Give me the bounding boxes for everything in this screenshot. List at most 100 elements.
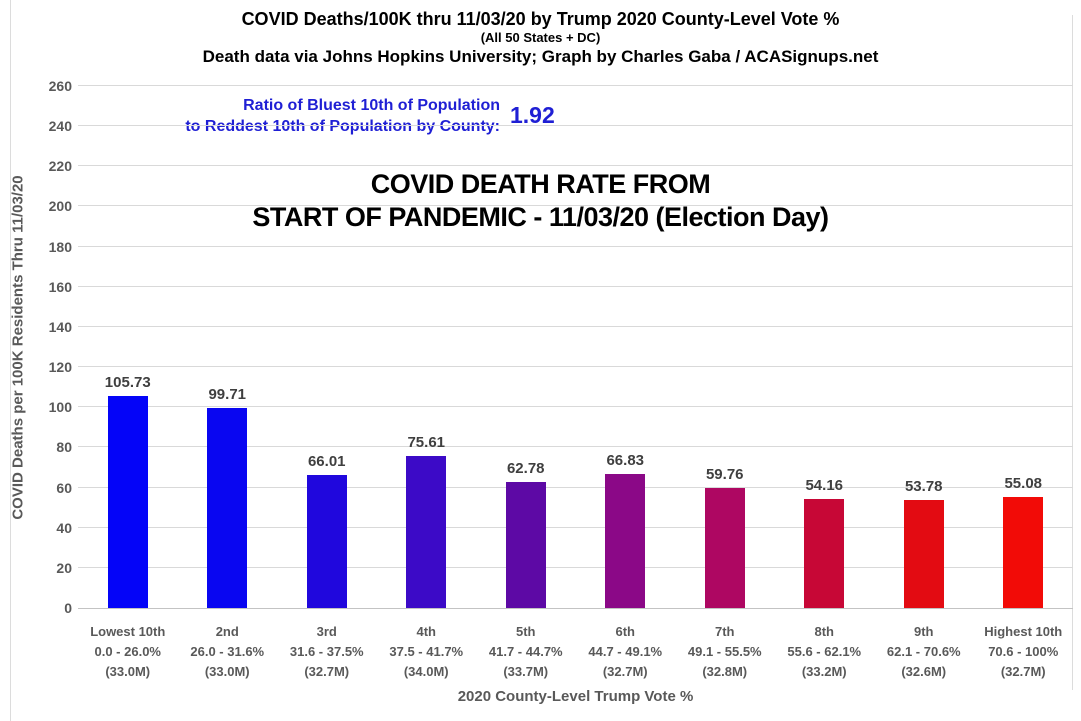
bar-slot: 66.83 — [576, 86, 676, 608]
bar-series: 105.73 99.71 66.01 75.61 62.78 66.83 59.76 54.1… — [78, 86, 1073, 608]
bar-value-label: 75.61 — [407, 434, 446, 452]
y-tick-label: 260 — [48, 78, 72, 94]
y-tick-label: 20 — [56, 559, 72, 576]
y-tick-label: 100 — [48, 399, 72, 416]
grid-line — [78, 325, 1073, 327]
grid-line — [78, 285, 1073, 287]
category-label-range: 0.0 - 26.0% — [94, 644, 162, 659]
y-tick-label: 160 — [48, 278, 72, 295]
bar — [505, 481, 546, 608]
grid-line — [78, 566, 1073, 568]
grid-line — [78, 125, 1073, 127]
category-label: 7th 49.1 - 55.5% (32.8M) — [675, 622, 775, 682]
category-label-range: 70.6 - 100% — [988, 644, 1059, 659]
bar — [107, 395, 148, 608]
y-tick-label: 40 — [56, 519, 72, 536]
bar-value-label: 59.76 — [705, 466, 744, 484]
category-label: Lowest 10th 0.0 - 26.0% (33.0M) — [78, 622, 178, 682]
ratio-value: 1.92 — [510, 102, 555, 128]
category-label-range: 37.5 - 41.7% — [389, 644, 464, 659]
category-label-range: 55.6 - 62.1% — [787, 644, 862, 659]
y-tick-label: 200 — [48, 198, 72, 215]
category-label-name: 2nd — [215, 624, 239, 639]
bar — [207, 407, 248, 608]
category-label-range: 31.6 - 37.5% — [289, 644, 364, 659]
bar-value-label: 53.78 — [904, 478, 943, 496]
bar-slot: 59.76 — [675, 86, 775, 608]
ratio-label-line2: to Reddest 10th of Population by County: — [185, 118, 500, 135]
y-tick-label: 60 — [56, 479, 72, 496]
y-tick-label: 80 — [56, 439, 72, 456]
grid-line — [78, 446, 1073, 448]
y-tick-label: 180 — [48, 238, 72, 255]
bar-slot: 75.61 — [377, 86, 477, 608]
x-axis-title: 2020 County-Level Trump Vote % — [457, 688, 694, 705]
worksheet-gridline-left — [10, 0, 11, 721]
category-label-name: Lowest 10th — [90, 624, 166, 639]
grid-line — [78, 245, 1073, 247]
grid-line — [78, 486, 1073, 488]
worksheet-gridline-right — [1072, 15, 1073, 690]
bar — [406, 456, 447, 608]
x-axis-category-labels: Lowest 10th 0.0 - 26.0% (33.0M) 2nd 26.0 - 3… — [78, 622, 1073, 682]
bar-value-label: 55.08 — [1004, 475, 1043, 493]
x-axis-line — [78, 608, 1073, 609]
bar — [1003, 497, 1044, 608]
headline-line1: COVID DEATH RATE FROM — [370, 169, 711, 199]
bar-slot: 53.78 — [874, 86, 974, 608]
category-label: 5th 41.7 - 44.7% (33.7M) — [476, 622, 576, 682]
category-label: 4th 37.5 - 41.7% (34.0M) — [377, 622, 477, 682]
bar-value-label: 66.83 — [606, 451, 645, 469]
ratio-label-line1: Ratio of Bluest 10th of Population — [243, 97, 500, 114]
y-tick-label: 140 — [48, 318, 72, 335]
category-label-range: 62.1 - 70.6% — [886, 644, 961, 659]
category-label-range: 26.0 - 31.6% — [190, 644, 265, 659]
category-label-range: 44.7 - 49.1% — [588, 644, 663, 659]
category-label: 8th 55.6 - 62.1% (33.2M) — [775, 622, 875, 682]
chart-header: COVID Deaths/100K thru 11/03/20 by Trump… — [0, 8, 1081, 69]
category-label-name: 7th — [715, 624, 735, 639]
y-tick-label: 120 — [48, 359, 72, 376]
category-label-population: (33.2M) — [801, 664, 847, 679]
category-label-population: (33.0M) — [105, 664, 151, 679]
bar — [306, 475, 347, 608]
bar-slot: 99.71 — [178, 86, 278, 608]
category-label-population: (32.7M) — [602, 664, 648, 679]
category-label-population: (33.7M) — [503, 664, 549, 679]
y-axis-ticks: 0 20 40 60 80 100 120 140 160 180 200 220 240 260 — [0, 0, 72, 721]
grid-line — [78, 526, 1073, 528]
grid-line — [78, 406, 1073, 408]
bar — [605, 473, 646, 608]
category-label-name: 3rd — [316, 624, 337, 639]
category-label: Highest 10th 70.6 - 100% (32.7M) — [974, 622, 1074, 682]
category-label-range: 41.7 - 44.7% — [488, 644, 563, 659]
category-label: 3rd 31.6 - 37.5% (32.7M) — [277, 622, 377, 682]
category-label-name: 4th — [416, 624, 437, 639]
bar-slot: 62.78 — [476, 86, 576, 608]
bar-slot: 105.73 — [78, 86, 178, 608]
category-label-name: 9th — [914, 624, 934, 639]
category-label-name: 5th — [516, 624, 536, 639]
grid-line — [78, 165, 1073, 167]
bar-slot: 54.16 — [775, 86, 875, 608]
grid-line — [78, 85, 1073, 86]
grid-line — [78, 205, 1073, 207]
category-label: 6th 44.7 - 49.1% (32.7M) — [576, 622, 676, 682]
category-label: 9th 62.1 - 70.6% (32.6M) — [874, 622, 974, 682]
bar-value-label: 105.73 — [104, 373, 151, 391]
category-label-range: 49.1 - 55.5% — [687, 644, 762, 659]
ratio-annotation: Ratio of Bluest 10th of Population to Re… — [0, 95, 500, 137]
bar-slot: 66.01 — [277, 86, 377, 608]
bar-slot: 55.08 — [974, 86, 1074, 608]
y-tick-label: 220 — [48, 158, 72, 175]
chart-subtitle: (All 50 States + DC) — [480, 30, 601, 45]
category-label-name: 6th — [615, 624, 636, 639]
category-label-population: (32.6M) — [901, 664, 947, 679]
chart-title: COVID Deaths/100K thru 11/03/20 by Trump… — [241, 9, 840, 29]
bar-value-label: 99.71 — [208, 385, 247, 403]
chart-headline: COVID DEATH RATE FROM START OF PANDEMIC … — [0, 168, 1081, 234]
bar-value-label: 66.01 — [307, 453, 346, 471]
bar — [903, 500, 944, 608]
category-label-name: 8th — [814, 624, 835, 639]
